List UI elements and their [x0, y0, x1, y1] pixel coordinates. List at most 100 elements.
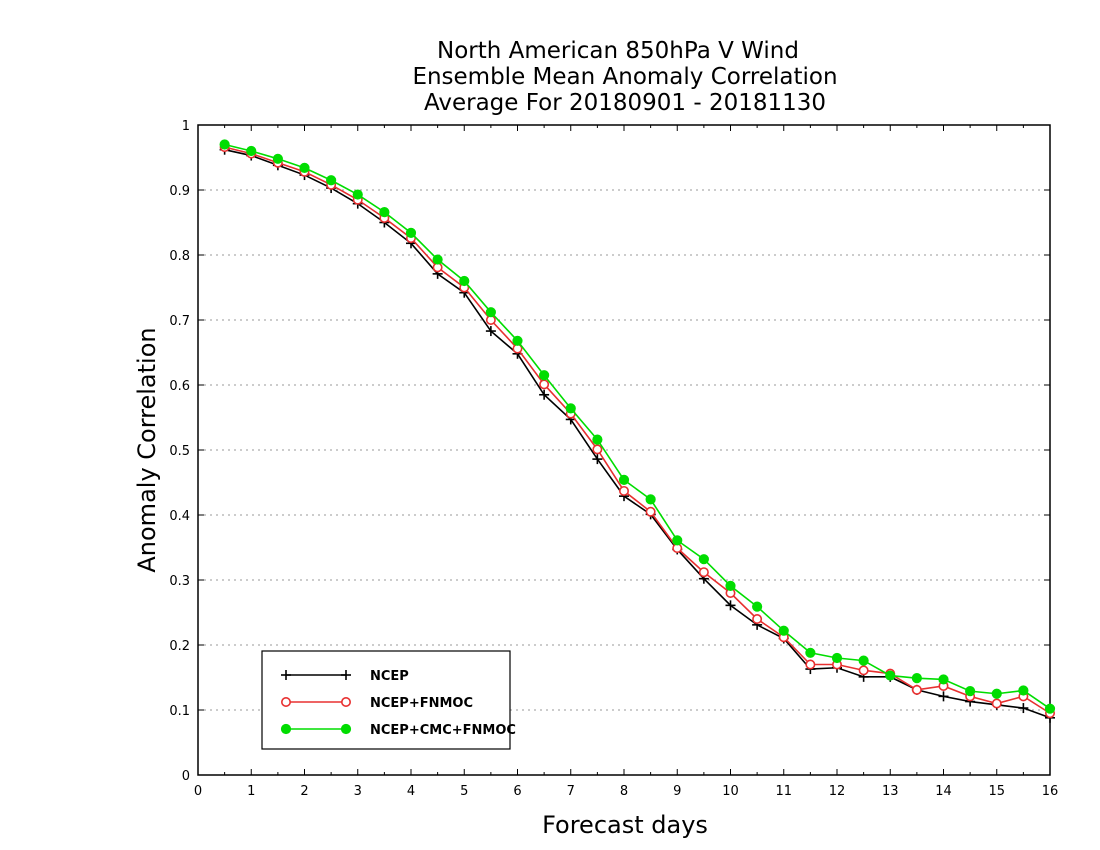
data-point [405, 227, 417, 238]
data-point [432, 254, 443, 265]
data-point [645, 506, 656, 517]
x-tick-label: 11 [775, 784, 792, 799]
chart-title-line-1: North American 850hPa V Wind [437, 38, 799, 64]
data-point [485, 326, 496, 337]
data-point [592, 454, 603, 465]
data-point [965, 686, 976, 697]
data-point [725, 580, 736, 591]
data-point [805, 659, 816, 670]
data-point [911, 684, 922, 695]
y-axis-label: Anomaly Correlation [133, 327, 161, 572]
data-point [858, 655, 869, 666]
data-point [459, 275, 470, 287]
data-point [326, 175, 337, 186]
data-point [885, 670, 896, 681]
y-tick-label: 0.4 [169, 509, 190, 524]
x-tick-label: 6 [513, 784, 521, 799]
legend-label: NCEP+FNMOC [370, 696, 473, 711]
data-point [592, 444, 603, 455]
y-tick-label: 1 [182, 119, 190, 134]
data-point [1018, 685, 1029, 696]
x-tick-label: 10 [722, 784, 739, 799]
data-point [1044, 703, 1056, 714]
x-tick-label: 9 [673, 784, 681, 799]
chart-title-line-2: Ensemble Mean Anomaly Correlation [412, 64, 837, 90]
x-tick-label: 16 [1042, 784, 1059, 799]
data-point [938, 674, 949, 685]
x-tick-label: 13 [882, 784, 899, 799]
data-point [565, 403, 576, 414]
chart-title: North American 850hPa V Wind Ensemble Me… [412, 38, 837, 116]
legend-marker [281, 670, 291, 680]
series-2 [219, 139, 1056, 714]
legend-marker [280, 696, 291, 707]
data-point [698, 567, 709, 578]
data-point [379, 207, 390, 218]
data-point [352, 189, 363, 200]
y-tick-label: 0.9 [169, 184, 190, 199]
y-tick-label: 0.5 [169, 444, 190, 459]
x-tick-label: 5 [460, 784, 468, 799]
data-point [752, 613, 763, 624]
series-1 [219, 142, 1056, 719]
series-lines [219, 139, 1056, 723]
legend-label: NCEP+CMC+FNMOC [370, 723, 516, 738]
data-point [698, 554, 709, 565]
data-point [512, 335, 523, 346]
legend-marker [341, 670, 351, 680]
data-point [725, 600, 736, 611]
x-tick-label: 12 [829, 784, 846, 799]
x-tick-label: 4 [407, 784, 415, 799]
data-point [539, 370, 550, 381]
x-tick-label: 3 [354, 784, 362, 799]
data-point [938, 691, 949, 702]
data-point [991, 698, 1002, 709]
y-tick-label: 0.7 [169, 314, 190, 329]
legend-box [261, 650, 511, 750]
data-point [831, 652, 843, 664]
y-tick-label: 0.3 [169, 574, 190, 589]
x-tick-label: 0 [194, 784, 202, 799]
legend-marker [340, 723, 352, 735]
data-point [752, 601, 763, 612]
legend-item: NCEP [281, 669, 409, 684]
series-0 [219, 144, 1055, 723]
data-point [618, 485, 629, 496]
x-tick-label: 2 [300, 784, 308, 799]
axes: 00.10.20.30.40.50.60.70.80.910 1 2 3 4 5 6 7 8 9 1… [169, 119, 1058, 799]
legend-marker [280, 723, 292, 735]
legend-marker [340, 696, 351, 707]
x-tick-label: 15 [988, 784, 1005, 799]
data-point [272, 153, 283, 164]
x-tick-label: 7 [567, 784, 575, 799]
data-point [618, 474, 630, 485]
y-tick-label: 0.8 [169, 249, 190, 264]
y-tick-label: 0.6 [169, 379, 190, 394]
legend-item: NCEP+FNMOC [280, 696, 473, 711]
y-tick-label: 0.2 [169, 639, 190, 654]
y-tick-label: 0.1 [169, 704, 190, 719]
x-axis-label: Forecast days [542, 811, 708, 839]
data-point [805, 647, 816, 658]
x-tick-label: 1 [247, 784, 255, 799]
data-point [778, 625, 789, 636]
data-point [1018, 703, 1029, 714]
data-point [539, 379, 550, 390]
data-point [645, 494, 656, 505]
data-point [991, 688, 1002, 699]
series-line [224, 146, 1051, 714]
data-point [299, 162, 310, 173]
legend-item: NCEP+CMC+FNMOC [280, 723, 516, 738]
chart-title-line-3: Average For 20180901 - 20181130 [424, 90, 826, 116]
y-tick-label: 0 [182, 769, 190, 784]
legend: NCEP NCEP+FNMOC NCEP+CMC+FNMOC [261, 650, 516, 750]
data-point [246, 145, 257, 157]
data-point [858, 665, 869, 676]
series-line [224, 148, 1051, 719]
x-tick-label: 14 [935, 784, 952, 799]
series-line [224, 143, 1051, 710]
grid-lines [198, 189, 1050, 711]
data-point [592, 434, 603, 445]
data-point [485, 307, 496, 318]
